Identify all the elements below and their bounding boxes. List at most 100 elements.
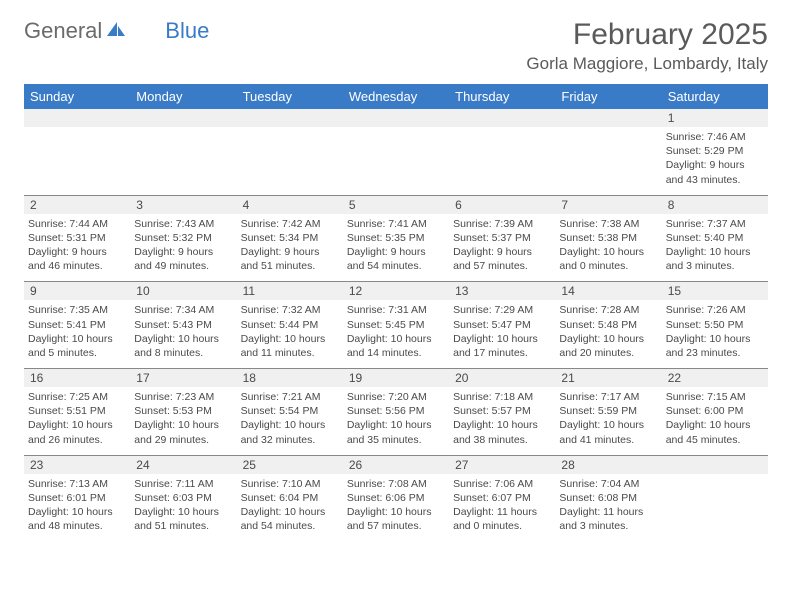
- w2-c3-daynum: 12: [343, 282, 449, 301]
- daylight1: Daylight: 10 hours: [28, 505, 126, 519]
- daylight1: Daylight: 10 hours: [347, 332, 445, 346]
- w1-c0-detail: Sunrise: 7:44 AMSunset: 5:31 PMDaylight:…: [24, 214, 130, 282]
- sunrise: Sunrise: 7:26 AM: [666, 303, 764, 317]
- w3-c0-daynum: 16: [24, 369, 130, 388]
- w4-c5-daynum: 28: [555, 455, 661, 474]
- daylight2: and 49 minutes.: [134, 259, 232, 273]
- sunset: Sunset: 5:41 PM: [28, 318, 126, 332]
- sunset: Sunset: 5:57 PM: [453, 404, 551, 418]
- w4-c5-detail: Sunrise: 7:04 AMSunset: 6:08 PMDaylight:…: [555, 474, 661, 542]
- w1-c1-detail: Sunrise: 7:43 AMSunset: 5:32 PMDaylight:…: [130, 214, 236, 282]
- daylight2: and 5 minutes.: [28, 346, 126, 360]
- w2-c6-daynum: 15: [662, 282, 768, 301]
- daylight2: and 14 minutes.: [347, 346, 445, 360]
- w3-c1-daynum: 17: [130, 369, 236, 388]
- daylight1: Daylight: 10 hours: [559, 332, 657, 346]
- sunrise: Sunrise: 7:20 AM: [347, 390, 445, 404]
- sunset: Sunset: 5:38 PM: [559, 231, 657, 245]
- w1-c5-daynum: 7: [555, 195, 661, 214]
- w3-c2-detail: Sunrise: 7:21 AMSunset: 5:54 PMDaylight:…: [237, 387, 343, 455]
- w0-c4-blank: [449, 109, 555, 127]
- w4-c0-daynum: 23: [24, 455, 130, 474]
- daylight2: and 0 minutes.: [453, 519, 551, 533]
- w0-c3-blank: [343, 109, 449, 127]
- sunset: Sunset: 6:01 PM: [28, 491, 126, 505]
- sunset: Sunset: 5:51 PM: [28, 404, 126, 418]
- sunset: Sunset: 5:53 PM: [134, 404, 232, 418]
- calendar-table: Sunday Monday Tuesday Wednesday Thursday…: [24, 84, 768, 541]
- daylight2: and 20 minutes.: [559, 346, 657, 360]
- sunset: Sunset: 5:37 PM: [453, 231, 551, 245]
- week3-daynum-row: 16171819202122: [24, 369, 768, 388]
- sunset: Sunset: 6:08 PM: [559, 491, 657, 505]
- w4-c2-daynum: 25: [237, 455, 343, 474]
- daylight2: and 38 minutes.: [453, 433, 551, 447]
- sunset: Sunset: 5:54 PM: [241, 404, 339, 418]
- daylight2: and 43 minutes.: [666, 173, 764, 187]
- sunrise: Sunrise: 7:15 AM: [666, 390, 764, 404]
- sunset: Sunset: 5:56 PM: [347, 404, 445, 418]
- sunset: Sunset: 5:29 PM: [666, 144, 764, 158]
- w3-c0-detail: Sunrise: 7:25 AMSunset: 5:51 PMDaylight:…: [24, 387, 130, 455]
- w0-c1-detail: [130, 127, 236, 195]
- sunset: Sunset: 6:07 PM: [453, 491, 551, 505]
- sunrise: Sunrise: 7:37 AM: [666, 217, 764, 231]
- daylight2: and 29 minutes.: [134, 433, 232, 447]
- sunrise: Sunrise: 7:32 AM: [241, 303, 339, 317]
- daylight1: Daylight: 10 hours: [134, 505, 232, 519]
- sunset: Sunset: 5:44 PM: [241, 318, 339, 332]
- w3-c3-daynum: 19: [343, 369, 449, 388]
- daylight1: Daylight: 9 hours: [134, 245, 232, 259]
- w0-c3-detail: [343, 127, 449, 195]
- daylight1: Daylight: 10 hours: [666, 245, 764, 259]
- week0-detail-row: Sunrise: 7:46 AM Sunset: 5:29 PM Dayligh…: [24, 127, 768, 195]
- sunrise: Sunrise: 7:18 AM: [453, 390, 551, 404]
- w2-c0-daynum: 9: [24, 282, 130, 301]
- daylight1: Daylight: 10 hours: [453, 418, 551, 432]
- w4-c6-detail: [662, 474, 768, 542]
- w4-c6-daynum: [662, 455, 768, 474]
- daylight1: Daylight: 10 hours: [666, 332, 764, 346]
- week2-daynum-row: 9101112131415: [24, 282, 768, 301]
- w1-c0-daynum: 2: [24, 195, 130, 214]
- sunset: Sunset: 5:59 PM: [559, 404, 657, 418]
- calendar-page: General Blue February 2025 Gorla Maggior…: [0, 0, 792, 559]
- w1-c6-detail: Sunrise: 7:37 AMSunset: 5:40 PMDaylight:…: [662, 214, 768, 282]
- title-block: February 2025 Gorla Maggiore, Lombardy, …: [526, 18, 768, 74]
- w2-c0-detail: Sunrise: 7:35 AMSunset: 5:41 PMDaylight:…: [24, 300, 130, 368]
- w1-c5-detail: Sunrise: 7:38 AMSunset: 5:38 PMDaylight:…: [555, 214, 661, 282]
- w0-c6-daynum: 1: [662, 109, 768, 127]
- w2-c5-daynum: 14: [555, 282, 661, 301]
- w1-c2-daynum: 4: [237, 195, 343, 214]
- daylight2: and 35 minutes.: [347, 433, 445, 447]
- logo-text-1: General: [24, 18, 102, 44]
- w2-c1-detail: Sunrise: 7:34 AMSunset: 5:43 PMDaylight:…: [130, 300, 236, 368]
- sunrise: Sunrise: 7:42 AM: [241, 217, 339, 231]
- sunset: Sunset: 5:45 PM: [347, 318, 445, 332]
- daylight2: and 51 minutes.: [134, 519, 232, 533]
- logo-sail-icon: [105, 18, 127, 44]
- logo-text-2: Blue: [165, 18, 209, 44]
- sunrise: Sunrise: 7:04 AM: [559, 477, 657, 491]
- sunrise: Sunrise: 7:10 AM: [241, 477, 339, 491]
- w3-c3-detail: Sunrise: 7:20 AMSunset: 5:56 PMDaylight:…: [343, 387, 449, 455]
- daylight2: and 23 minutes.: [666, 346, 764, 360]
- dayname-fri: Friday: [555, 84, 661, 109]
- daylight2: and 8 minutes.: [134, 346, 232, 360]
- daylight2: and 26 minutes.: [28, 433, 126, 447]
- daylight2: and 17 minutes.: [453, 346, 551, 360]
- w4-c3-daynum: 26: [343, 455, 449, 474]
- sunset: Sunset: 5:48 PM: [559, 318, 657, 332]
- sunrise: Sunrise: 7:25 AM: [28, 390, 126, 404]
- daylight2: and 3 minutes.: [666, 259, 764, 273]
- daylight1: Daylight: 10 hours: [241, 332, 339, 346]
- sunrise: Sunrise: 7:06 AM: [453, 477, 551, 491]
- daylight2: and 11 minutes.: [241, 346, 339, 360]
- sunrise: Sunrise: 7:41 AM: [347, 217, 445, 231]
- sunrise: Sunrise: 7:31 AM: [347, 303, 445, 317]
- daylight2: and 57 minutes.: [347, 519, 445, 533]
- daylight2: and 46 minutes.: [28, 259, 126, 273]
- w3-c4-daynum: 20: [449, 369, 555, 388]
- sunrise: Sunrise: 7:35 AM: [28, 303, 126, 317]
- w4-c1-detail: Sunrise: 7:11 AMSunset: 6:03 PMDaylight:…: [130, 474, 236, 542]
